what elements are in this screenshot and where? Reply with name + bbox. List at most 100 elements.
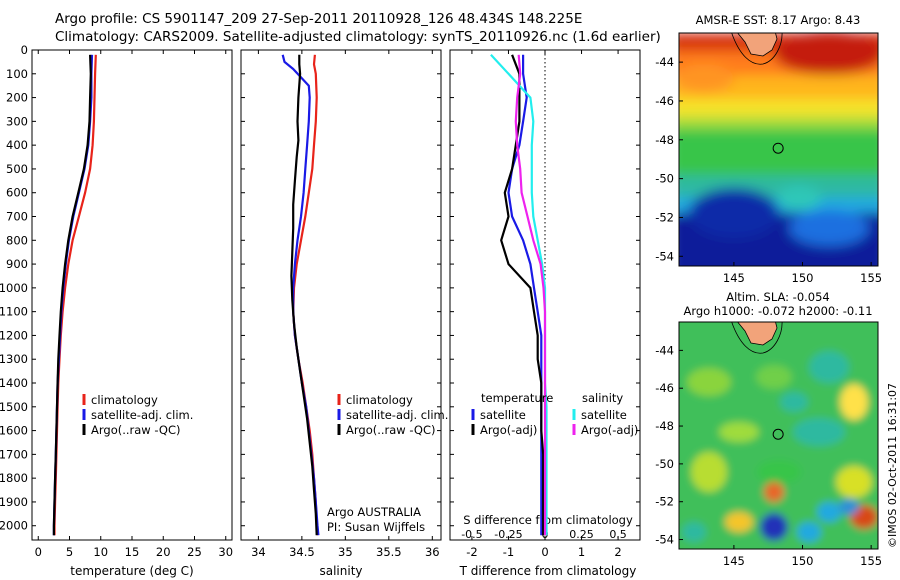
y-tick-label: -50 — [655, 457, 674, 471]
y-tick-label: -52 — [655, 210, 674, 224]
sst-gradient — [679, 33, 878, 266]
y-tick-label: -48 — [655, 419, 674, 433]
y-tick-label: -54 — [655, 249, 674, 263]
y-tick-label: 200 — [6, 91, 28, 105]
legend-title-salinity: salinity — [582, 391, 623, 405]
sst-map-title: AMSR-E SST: 8.17 Argo: 8.43 — [696, 13, 861, 27]
sla-patch — [725, 512, 753, 532]
sla-map-title-line1: Altim. SLA: -0.054 — [726, 290, 830, 304]
sla-patch — [797, 522, 821, 542]
sla-patch — [840, 384, 868, 420]
legend-label: satellite-adj. clim. — [91, 408, 193, 422]
sla-map-title-line2: Argo h1000: -0.072 h2000: -0.11 — [683, 304, 872, 318]
x-tick-label: 25 — [187, 545, 202, 559]
tasmania-land — [737, 33, 778, 57]
sla-patch — [719, 422, 759, 442]
figure-title-line1: Argo profile: CS 5901147_209 27-Sep-2011… — [55, 11, 583, 27]
sst-cold-patch — [689, 188, 779, 238]
y-tick-label: -50 — [655, 172, 674, 186]
y-tick-label: 1000 — [0, 281, 28, 295]
legend-label: climatology — [346, 393, 413, 407]
map-frame — [678, 32, 879, 267]
x-tick-label-S: 0.5 — [609, 528, 627, 541]
map-frame — [678, 321, 879, 550]
legend-label: Argo(-adj) — [480, 423, 537, 437]
x-tick-label-T: 1 — [578, 545, 585, 559]
x-axis-title: temperature (deg C) — [70, 564, 193, 578]
y-tick-label: -44 — [655, 55, 674, 69]
sst-warm-patch — [774, 33, 878, 75]
sst-patch — [789, 210, 869, 246]
y-tick-label: -48 — [655, 133, 674, 147]
y-tick-label: 1600 — [0, 424, 28, 438]
x-axis-title-T: T difference from climatology — [459, 564, 637, 578]
sst-patch — [679, 64, 734, 92]
series-salinity-argo-adj- — [514, 54, 547, 536]
map-field — [679, 33, 878, 266]
x-tick-label: 10 — [93, 545, 108, 559]
series-argo-raw-qc- — [52, 54, 92, 536]
sla-patch — [760, 513, 788, 541]
y-tick-label: 1800 — [0, 471, 28, 485]
y-tick-label: -54 — [655, 533, 674, 547]
legend-label: Argo(..raw -QC) — [346, 423, 436, 437]
plot-frame — [240, 49, 442, 541]
sla-patch — [682, 522, 706, 542]
y-tick-label: 600 — [6, 186, 28, 200]
legend-label: satellite-adj. clim. — [346, 408, 448, 422]
x-tick-label: 35.5 — [376, 545, 402, 559]
temperature-panel: 0100200300400500600700800900100011001200… — [0, 43, 233, 578]
argo-position-marker — [772, 142, 784, 154]
x-tick-label: 145 — [723, 554, 745, 568]
x-tick-label: 150 — [792, 554, 814, 568]
sla-patch — [793, 418, 845, 446]
x-tick-label: 150 — [792, 271, 814, 285]
x-tick-label: 34.5 — [289, 545, 315, 559]
legend-title-temperature: temperature — [481, 391, 553, 405]
series-temperature-satellite — [507, 54, 543, 536]
sst-map: 145 150 155 -44 -46 -48 -50 -52 -54 AMSR-E SST: 8… — [655, 13, 882, 285]
sla-patch — [757, 460, 801, 484]
sla-patch — [817, 502, 841, 522]
x-tick-label-S: -0.25 — [494, 528, 522, 541]
bathymetry-contour — [731, 33, 783, 65]
y-tick-label: -46 — [655, 94, 674, 108]
y-tick-label: 1400 — [0, 376, 28, 390]
y-tick-label: 900 — [6, 257, 28, 271]
legend-label: satellite — [480, 408, 526, 422]
x-tick-label: 34 — [251, 545, 266, 559]
x-tick-label: 20 — [156, 545, 171, 559]
bathymetry-contour — [731, 322, 783, 354]
x-tick-label: 30 — [218, 545, 233, 559]
imos-timestamp: ©IMOS 02-Oct-2011 16:31:07 — [886, 382, 899, 548]
sla-patch — [756, 365, 792, 389]
y-tick-label: 1500 — [0, 400, 28, 414]
x-tick-label-S: -0.5 — [461, 528, 482, 541]
sla-patch — [764, 482, 784, 502]
y-tick-label: 2000 — [0, 519, 28, 533]
x-tick-label: 0 — [35, 545, 42, 559]
tasmania-land — [737, 322, 778, 346]
sla-patch — [836, 466, 872, 498]
map-field — [679, 322, 878, 549]
salinity-panel: 34 34.5 35 35.5 36 salinity climatologysatelli… — [240, 49, 448, 578]
y-tick-label: -52 — [655, 495, 674, 509]
y-tick-label: 1700 — [0, 447, 28, 461]
y-tick-label: 1200 — [0, 328, 28, 342]
y-tick-label: 1900 — [0, 495, 28, 509]
sla-patch — [687, 368, 731, 396]
annotation-line1: Argo AUSTRALIA — [327, 505, 421, 519]
x-tick-label: 155 — [860, 554, 882, 568]
difference-panel: -2 -1 0 1 2-0.5 -0.25 0 0.25 0.5S difference fro… — [449, 49, 641, 578]
sla-patch — [780, 392, 808, 412]
argo-position-marker — [772, 428, 784, 440]
y-tick-label: 100 — [6, 67, 28, 81]
y-tick-label: -44 — [655, 343, 674, 357]
y-tick-label: 300 — [6, 114, 28, 128]
x-tick-label-T: 0 — [541, 545, 548, 559]
y-tick-label: 800 — [6, 233, 28, 247]
x-tick-label: 35 — [338, 545, 353, 559]
sla-patch — [809, 351, 849, 383]
x-axis-title-S: S difference from climatology — [463, 513, 633, 527]
